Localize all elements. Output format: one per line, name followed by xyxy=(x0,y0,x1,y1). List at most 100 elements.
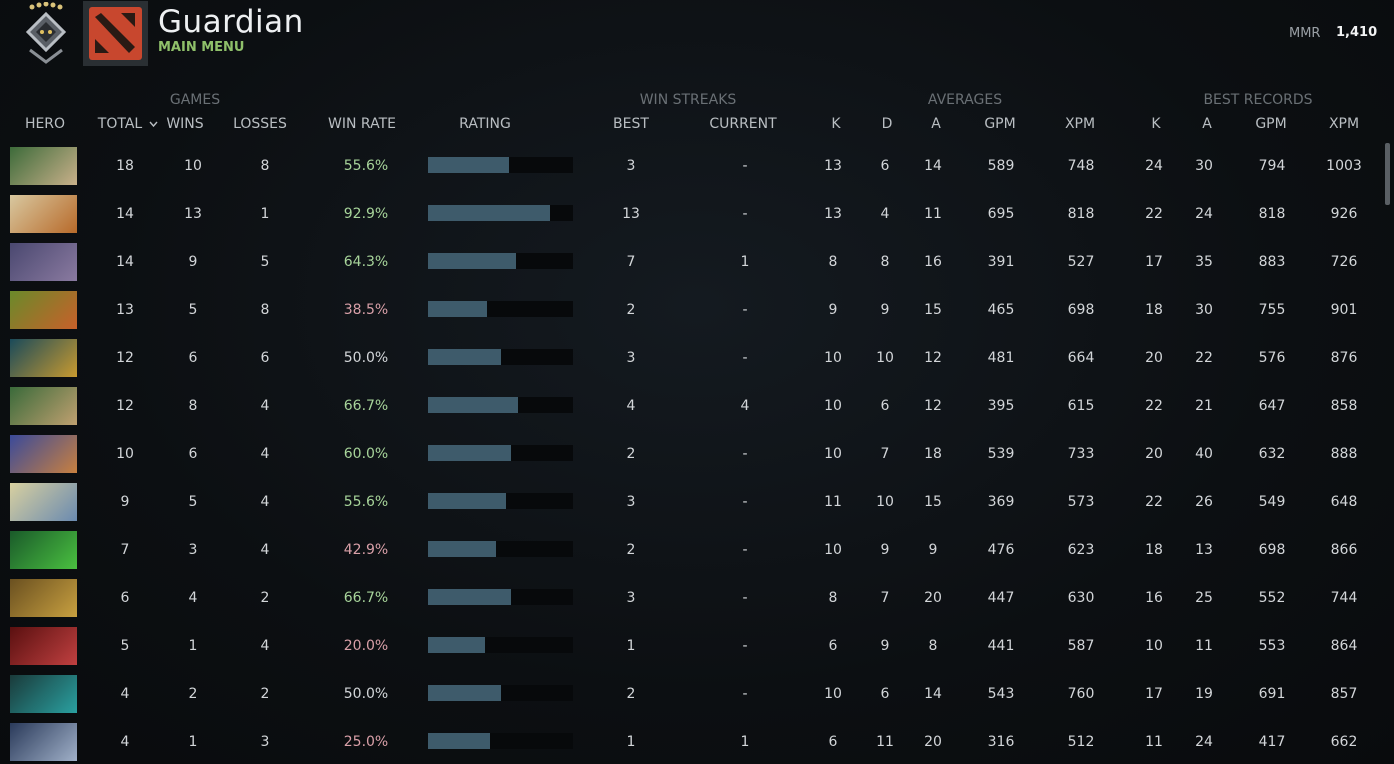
stat-cell: - xyxy=(742,494,748,510)
stat-cell: 9 xyxy=(188,254,198,270)
stat-cell: 539 xyxy=(987,446,1015,462)
hero-portrait[interactable] xyxy=(10,243,77,281)
stat-cell: 17 xyxy=(1145,254,1163,270)
main-menu-link[interactable]: MAIN MENU xyxy=(158,40,245,55)
stat-cell: 6 xyxy=(120,590,130,606)
win-rate: 20.0% xyxy=(343,638,389,654)
stat-cell: 18 xyxy=(1145,542,1163,558)
stat-cell: 1 xyxy=(626,734,636,750)
column-header[interactable]: TOTAL xyxy=(97,116,143,132)
stat-cell: 4 xyxy=(260,494,270,510)
stat-cell: 8 xyxy=(260,158,270,174)
column-header[interactable]: RATING xyxy=(459,116,511,132)
column-header[interactable]: A xyxy=(1202,116,1212,132)
column-header[interactable]: WIN RATE xyxy=(328,116,396,132)
stat-cell: 4 xyxy=(740,398,750,414)
hero-portrait[interactable] xyxy=(10,579,77,617)
sort-chevron[interactable] xyxy=(149,121,158,128)
stat-cell: 10 xyxy=(1145,638,1163,654)
column-header[interactable]: GPM xyxy=(1255,116,1287,132)
stat-cell: 3 xyxy=(626,494,636,510)
stat-cell: 10 xyxy=(824,398,842,414)
stat-cell: 11 xyxy=(876,734,894,750)
stat-cell: 13 xyxy=(824,206,842,222)
column-header[interactable]: D xyxy=(881,116,893,132)
hero-portrait[interactable] xyxy=(10,147,77,185)
column-header[interactable]: K xyxy=(1151,116,1161,132)
column-header[interactable]: LOSSES xyxy=(233,116,287,132)
hero-portrait[interactable] xyxy=(10,531,77,569)
stat-cell: 20 xyxy=(1145,350,1163,366)
stat-cell: 441 xyxy=(987,638,1015,654)
hero-portrait[interactable] xyxy=(10,627,77,665)
stat-cell: 6 xyxy=(188,446,198,462)
stat-cell: 589 xyxy=(987,158,1015,174)
scrollbar[interactable] xyxy=(1385,143,1390,205)
stat-cell: 14 xyxy=(116,206,134,222)
stat-cell: 2 xyxy=(626,446,636,462)
stat-cell: 549 xyxy=(1258,494,1286,510)
game-logo xyxy=(83,1,148,66)
stat-cell: 40 xyxy=(1195,446,1213,462)
hero-portrait[interactable] xyxy=(10,387,77,425)
stat-cell: 888 xyxy=(1330,446,1358,462)
stat-cell: 465 xyxy=(987,302,1015,318)
stat-cell: 5 xyxy=(120,638,130,654)
stat-cell: 8 xyxy=(828,254,838,270)
hero-portrait[interactable] xyxy=(10,483,77,521)
stat-cell: 7 xyxy=(120,542,130,558)
stat-cell: 15 xyxy=(924,302,942,318)
hero-portrait[interactable] xyxy=(10,291,77,329)
column-header[interactable]: CURRENT xyxy=(709,116,777,132)
stat-cell: 1 xyxy=(188,734,198,750)
stat-cell: 647 xyxy=(1258,398,1286,414)
stat-cell: 698 xyxy=(1067,302,1095,318)
title: Guardian xyxy=(158,4,304,40)
stat-cell: 395 xyxy=(987,398,1015,414)
stat-cell: 18 xyxy=(116,158,134,174)
stat-cell: 857 xyxy=(1330,686,1358,702)
stat-cell: - xyxy=(742,542,748,558)
stat-cell: 901 xyxy=(1330,302,1358,318)
column-header[interactable]: HERO xyxy=(24,116,66,132)
stat-cell: 18 xyxy=(924,446,942,462)
column-header[interactable]: XPM xyxy=(1064,116,1096,132)
stat-cell: 3 xyxy=(626,590,636,606)
column-header[interactable]: BEST xyxy=(613,116,649,132)
column-header[interactable]: WINS xyxy=(166,116,204,132)
stat-cell: 20 xyxy=(924,734,942,750)
stat-cell: 8 xyxy=(880,254,890,270)
hero-portrait[interactable] xyxy=(10,675,77,713)
stat-cell: 512 xyxy=(1067,734,1095,750)
stat-cell: 447 xyxy=(987,590,1015,606)
stat-cell: 2 xyxy=(188,686,198,702)
stat-cell: 20 xyxy=(1145,446,1163,462)
column-header[interactable]: XPM xyxy=(1328,116,1360,132)
column-header[interactable]: K xyxy=(831,116,841,132)
stat-cell: 1 xyxy=(626,638,636,654)
hero-portrait[interactable] xyxy=(10,435,77,473)
stat-cell: 760 xyxy=(1067,686,1095,702)
stat-cell: 10 xyxy=(824,542,842,558)
stat-cell: 1 xyxy=(260,206,270,222)
column-header[interactable]: A xyxy=(931,116,941,132)
stat-cell: 476 xyxy=(987,542,1015,558)
stat-cell: 6 xyxy=(260,350,270,366)
stat-cell: 3 xyxy=(188,542,198,558)
column-header[interactable]: GPM xyxy=(984,116,1016,132)
win-rate: 50.0% xyxy=(343,350,389,366)
stat-cell: - xyxy=(742,638,748,654)
stat-cell: 481 xyxy=(987,350,1015,366)
stat-cell: 20 xyxy=(924,590,942,606)
hero-portrait[interactable] xyxy=(10,339,77,377)
stat-cell: 615 xyxy=(1067,398,1095,414)
stat-cell: 8 xyxy=(188,398,198,414)
stat-cell: 16 xyxy=(1145,590,1163,606)
stat-cell: 26 xyxy=(1195,494,1213,510)
hero-portrait[interactable] xyxy=(10,195,77,233)
stat-cell: 691 xyxy=(1258,686,1286,702)
rating-bar xyxy=(428,157,510,173)
stat-cell: 6 xyxy=(828,638,838,654)
stat-cell: 6 xyxy=(188,350,198,366)
hero-portrait[interactable] xyxy=(10,723,77,761)
